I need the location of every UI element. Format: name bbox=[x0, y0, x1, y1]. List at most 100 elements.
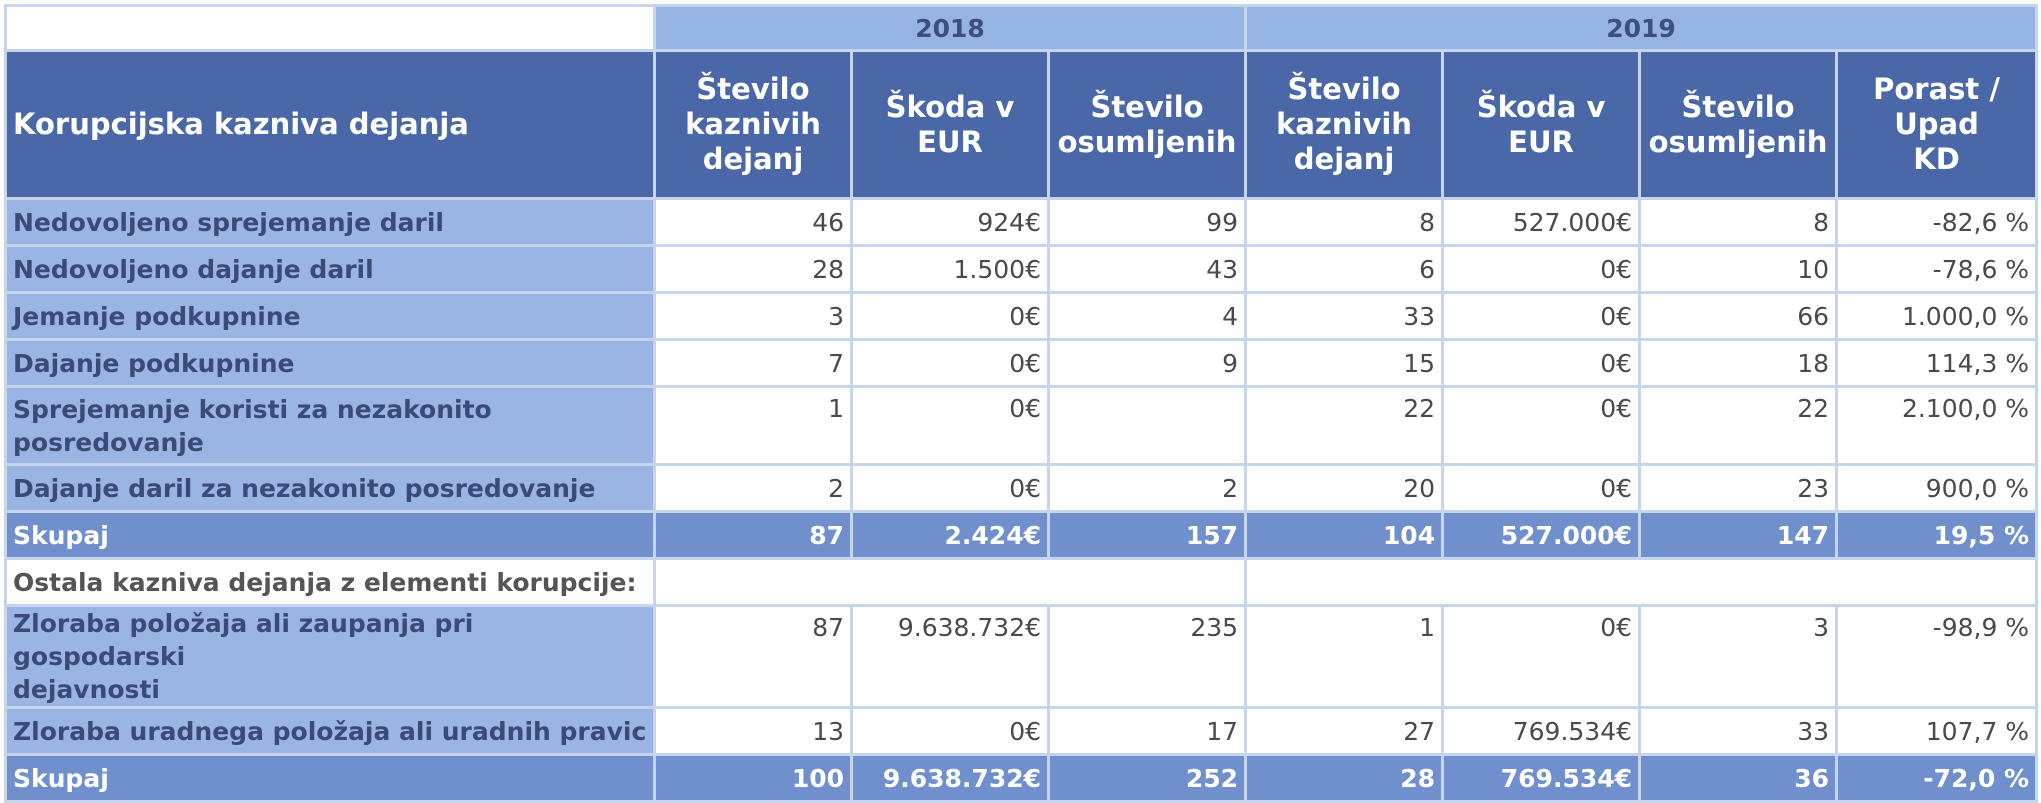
col-header-2019-count: Število kaznivih dejanj bbox=[1244, 49, 1445, 200]
table-row: Dajanje podkupnine 7 0€ 9 15 0€ 18 114,3… bbox=[4, 338, 2039, 388]
total-cell: 252 bbox=[1046, 753, 1248, 803]
row-label: Nedovoljeno sprejemanje daril bbox=[4, 197, 656, 247]
cell: 28 bbox=[653, 244, 853, 294]
cell: 0€ bbox=[850, 463, 1050, 513]
cell: 1.000,0 % bbox=[1835, 291, 2039, 341]
total-cell: 36 bbox=[1638, 753, 1839, 803]
table-row: Nedovoljeno dajanje daril 28 1.500€ 43 6… bbox=[4, 244, 2039, 294]
cell: 23 bbox=[1638, 463, 1839, 513]
row-label: Dajanje podkupnine bbox=[4, 338, 656, 388]
cell: 2 bbox=[1046, 463, 1248, 513]
cell: 0€ bbox=[850, 291, 1050, 341]
cell: 22 bbox=[1244, 385, 1445, 466]
cell: 8 bbox=[1638, 197, 1839, 247]
label-column-header: Korupcijska kazniva dejanja bbox=[4, 49, 656, 200]
cell: 99 bbox=[1046, 197, 1248, 247]
cell: -98,9 % bbox=[1835, 604, 2039, 709]
table-row: Dajanje daril za nezakonito posredovanje… bbox=[4, 463, 2039, 513]
cell: -78,6 % bbox=[1835, 244, 2039, 294]
row-label: Nedovoljeno dajanje daril bbox=[4, 244, 656, 294]
cell: 0€ bbox=[850, 706, 1050, 756]
row-label: Dajanje daril za nezakonito posredovanje bbox=[4, 463, 656, 513]
row-label: Jemanje podkupnine bbox=[4, 291, 656, 341]
cell: 15 bbox=[1244, 338, 1445, 388]
cell: 0€ bbox=[1441, 463, 1642, 513]
total-cell: 157 bbox=[1046, 510, 1248, 560]
table-row: Zloraba položaja ali zaupanja pri gospod… bbox=[4, 604, 2039, 709]
cell: -82,6 % bbox=[1835, 197, 2039, 247]
total-cell: 527.000€ bbox=[1441, 510, 1642, 560]
total-cell: 28 bbox=[1244, 753, 1445, 803]
row-label: Sprejemanje koristi za nezakonito posredo… bbox=[4, 385, 656, 466]
cell: 7 bbox=[653, 338, 853, 388]
cell: 2.100,0 % bbox=[1835, 385, 2039, 466]
section-label: Ostala kazniva dejanja z elementi korupc… bbox=[4, 557, 656, 607]
col-header-2018-count: Število kaznivih dejanj bbox=[653, 49, 853, 200]
cell: 1 bbox=[1244, 604, 1445, 709]
col-header-2019-damage: Škoda v EUR bbox=[1441, 49, 1642, 200]
total-cell: -72,0 % bbox=[1835, 753, 2039, 803]
total-label: Skupaj bbox=[4, 510, 656, 560]
total-cell: 104 bbox=[1244, 510, 1445, 560]
table-row: Jemanje podkupnine 3 0€ 4 33 0€ 66 1.000… bbox=[4, 291, 2039, 341]
total-cell: 19,5 % bbox=[1835, 510, 2039, 560]
cell: 66 bbox=[1638, 291, 1839, 341]
year-2019-header: 2019 bbox=[1244, 4, 2039, 52]
col-header-2019-suspects: Število osumljenih bbox=[1638, 49, 1839, 200]
cell: 900,0 % bbox=[1835, 463, 2039, 513]
total-cell: 100 bbox=[653, 753, 853, 803]
cell: 0€ bbox=[1441, 338, 1642, 388]
cell: 20 bbox=[1244, 463, 1445, 513]
cell: 43 bbox=[1046, 244, 1248, 294]
total-label: Skupaj bbox=[4, 753, 656, 803]
cell: 13 bbox=[653, 706, 853, 756]
cell: 87 bbox=[653, 604, 853, 709]
cell: 769.534€ bbox=[1441, 706, 1642, 756]
cell: 9.638.732€ bbox=[850, 604, 1050, 709]
cell: 8 bbox=[1244, 197, 1445, 247]
total-cell: 147 bbox=[1638, 510, 1839, 560]
row-label: Zloraba uradnega položaja ali uradnih pr… bbox=[4, 706, 656, 756]
cell: 3 bbox=[1638, 604, 1839, 709]
cell: 46 bbox=[653, 197, 853, 247]
cell: 22 bbox=[1638, 385, 1839, 466]
cell: 33 bbox=[1244, 291, 1445, 341]
col-header-2018-damage: Škoda v EUR bbox=[850, 49, 1050, 200]
total-cell: 769.534€ bbox=[1441, 753, 1642, 803]
row-label: Zloraba položaja ali zaupanja pri gospod… bbox=[4, 604, 656, 709]
cell: 0€ bbox=[1441, 385, 1642, 466]
cell: 6 bbox=[1244, 244, 1445, 294]
year-2018-header: 2018 bbox=[652, 4, 1248, 52]
cell: 114,3 % bbox=[1835, 338, 2039, 388]
cell: 527.000€ bbox=[1441, 197, 1642, 247]
cell: 1 bbox=[653, 385, 853, 466]
table-row: Nedovoljeno sprejemanje daril 46 924€ 99… bbox=[4, 197, 2039, 247]
cell bbox=[1046, 385, 1248, 466]
section-blank-2019 bbox=[1244, 557, 2039, 607]
table-row: Sprejemanje koristi za nezakonito posredo… bbox=[4, 385, 2039, 466]
total-cell: 87 bbox=[653, 510, 853, 560]
cell: 0€ bbox=[1441, 604, 1642, 709]
cell: 107,7 % bbox=[1835, 706, 2039, 756]
cell: 2 bbox=[653, 463, 853, 513]
cell: 924€ bbox=[850, 197, 1050, 247]
cell: 27 bbox=[1244, 706, 1445, 756]
year-header-row: 2018 2019 bbox=[4, 4, 2039, 52]
cell: 1.500€ bbox=[850, 244, 1050, 294]
corruption-crimes-table: 2018 2019 Korupcijska kazniva dejanja Št… bbox=[4, 4, 2039, 803]
cell: 0€ bbox=[1441, 244, 1642, 294]
col-header-change: Porast / Upad KD bbox=[1835, 49, 2039, 200]
cell: 9 bbox=[1046, 338, 1248, 388]
section-heading-row: Ostala kazniva dejanja z elementi korupc… bbox=[4, 557, 2039, 607]
cell: 3 bbox=[653, 291, 853, 341]
cell: 18 bbox=[1638, 338, 1839, 388]
cell: 33 bbox=[1638, 706, 1839, 756]
column-header-row: Korupcijska kazniva dejanja Število kazni… bbox=[4, 49, 2039, 200]
table-row: Zloraba uradnega položaja ali uradnih pr… bbox=[4, 706, 2039, 756]
section-blank-2018 bbox=[652, 557, 1248, 607]
total-row: Skupaj 87 2.424€ 157 104 527.000€ 147 19… bbox=[4, 510, 2039, 560]
cell: 4 bbox=[1046, 291, 1248, 341]
col-header-2018-suspects: Število osumljenih bbox=[1046, 49, 1248, 200]
cell: 10 bbox=[1638, 244, 1839, 294]
total-cell: 9.638.732€ bbox=[850, 753, 1050, 803]
